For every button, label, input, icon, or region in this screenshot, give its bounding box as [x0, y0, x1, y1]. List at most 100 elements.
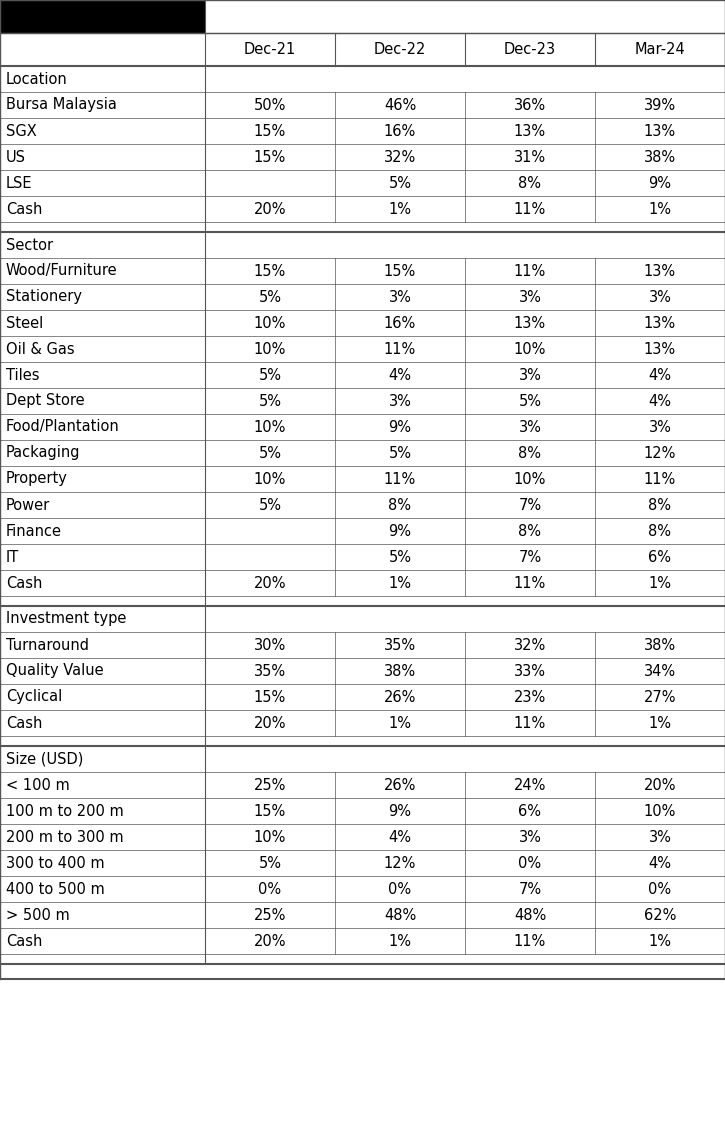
- Text: 10%: 10%: [254, 830, 286, 844]
- Text: Dec-21: Dec-21: [244, 42, 296, 57]
- Bar: [0, 597, 725, 606]
- Text: 3%: 3%: [518, 830, 542, 844]
- Text: 1%: 1%: [389, 934, 412, 949]
- Text: 16%: 16%: [384, 123, 416, 138]
- Text: 100 m to 200 m: 100 m to 200 m: [6, 804, 124, 818]
- Text: 46%: 46%: [384, 97, 416, 112]
- Bar: [0, 824, 725, 850]
- Bar: [0, 746, 725, 772]
- Text: 6%: 6%: [648, 549, 671, 565]
- Text: 6%: 6%: [518, 804, 542, 818]
- Text: 13%: 13%: [514, 316, 546, 331]
- Text: 3%: 3%: [518, 368, 542, 383]
- Text: Quality Value: Quality Value: [6, 663, 104, 678]
- Text: 20%: 20%: [254, 715, 286, 730]
- Text: 10%: 10%: [514, 342, 546, 357]
- Bar: [0, 876, 725, 902]
- Text: 5%: 5%: [259, 290, 281, 305]
- Text: 8%: 8%: [648, 523, 671, 539]
- Text: 15%: 15%: [254, 149, 286, 164]
- Bar: [0, 336, 725, 362]
- Text: 13%: 13%: [644, 123, 676, 138]
- Text: 10%: 10%: [254, 472, 286, 487]
- Text: 20%: 20%: [254, 201, 286, 216]
- Text: 30%: 30%: [254, 637, 286, 652]
- Bar: [205, 0, 725, 33]
- Bar: [0, 232, 725, 258]
- Text: 4%: 4%: [648, 856, 671, 871]
- Text: 3%: 3%: [649, 830, 671, 844]
- Text: 4%: 4%: [389, 368, 412, 383]
- Text: 10%: 10%: [254, 316, 286, 331]
- Bar: [0, 310, 725, 336]
- Text: 13%: 13%: [644, 264, 676, 278]
- Text: 3%: 3%: [389, 290, 411, 305]
- Text: 5%: 5%: [389, 175, 412, 190]
- Text: 8%: 8%: [389, 497, 412, 513]
- Text: 4%: 4%: [389, 830, 412, 844]
- Text: > 500 m: > 500 m: [6, 908, 70, 923]
- Bar: [0, 388, 725, 414]
- Text: 11%: 11%: [384, 342, 416, 357]
- Text: 1%: 1%: [389, 575, 412, 591]
- Text: 34%: 34%: [644, 663, 676, 678]
- Text: Bursa Malaysia: Bursa Malaysia: [6, 97, 117, 112]
- Bar: [0, 33, 725, 66]
- Text: 5%: 5%: [259, 497, 281, 513]
- Text: SGX: SGX: [6, 123, 37, 138]
- Bar: [0, 440, 725, 466]
- Text: 26%: 26%: [384, 778, 416, 792]
- Text: Stationery: Stationery: [6, 290, 82, 305]
- Text: Turnaround: Turnaround: [6, 637, 89, 652]
- Bar: [0, 196, 725, 222]
- Text: 36%: 36%: [514, 97, 546, 112]
- Text: LSE: LSE: [6, 175, 33, 190]
- Text: 38%: 38%: [384, 663, 416, 678]
- Bar: [0, 466, 725, 492]
- Text: 50%: 50%: [254, 97, 286, 112]
- Text: 7%: 7%: [518, 882, 542, 897]
- Text: 10%: 10%: [254, 342, 286, 357]
- Bar: [0, 492, 725, 518]
- Text: 8%: 8%: [648, 497, 671, 513]
- Text: 10%: 10%: [254, 420, 286, 435]
- Text: Cyclical: Cyclical: [6, 689, 62, 704]
- Bar: [0, 118, 725, 144]
- Text: 11%: 11%: [514, 715, 546, 730]
- Text: Cash: Cash: [6, 201, 42, 216]
- Text: 16%: 16%: [384, 316, 416, 331]
- Bar: [0, 284, 725, 310]
- Text: 15%: 15%: [384, 264, 416, 278]
- Text: 33%: 33%: [514, 663, 546, 678]
- Text: 38%: 38%: [644, 149, 676, 164]
- Bar: [0, 772, 725, 798]
- Text: 4%: 4%: [648, 394, 671, 409]
- Text: 3%: 3%: [389, 394, 411, 409]
- Text: 1%: 1%: [648, 934, 671, 949]
- Bar: [0, 902, 725, 928]
- Text: 15%: 15%: [254, 264, 286, 278]
- Text: Mar-24: Mar-24: [634, 42, 685, 57]
- Bar: [0, 954, 725, 964]
- Text: 8%: 8%: [518, 523, 542, 539]
- Text: Size (USD): Size (USD): [6, 752, 83, 766]
- Text: Sector: Sector: [6, 238, 53, 252]
- Bar: [0, 658, 725, 684]
- Text: 5%: 5%: [389, 446, 412, 461]
- Text: 0%: 0%: [258, 882, 281, 897]
- Text: 9%: 9%: [389, 523, 412, 539]
- Text: Dec-23: Dec-23: [504, 42, 556, 57]
- Text: 10%: 10%: [644, 804, 676, 818]
- Text: Dec-22: Dec-22: [374, 42, 426, 57]
- Text: IT: IT: [6, 549, 20, 565]
- Text: 27%: 27%: [644, 689, 676, 704]
- Text: 1%: 1%: [389, 715, 412, 730]
- Text: Oil & Gas: Oil & Gas: [6, 342, 75, 357]
- Text: < 100 m: < 100 m: [6, 778, 70, 792]
- Text: 31%: 31%: [514, 149, 546, 164]
- Text: 9%: 9%: [648, 175, 671, 190]
- Text: Packaging: Packaging: [6, 446, 80, 461]
- Bar: [0, 66, 725, 92]
- Text: 5%: 5%: [389, 549, 412, 565]
- Text: Wood/Furniture: Wood/Furniture: [6, 264, 117, 278]
